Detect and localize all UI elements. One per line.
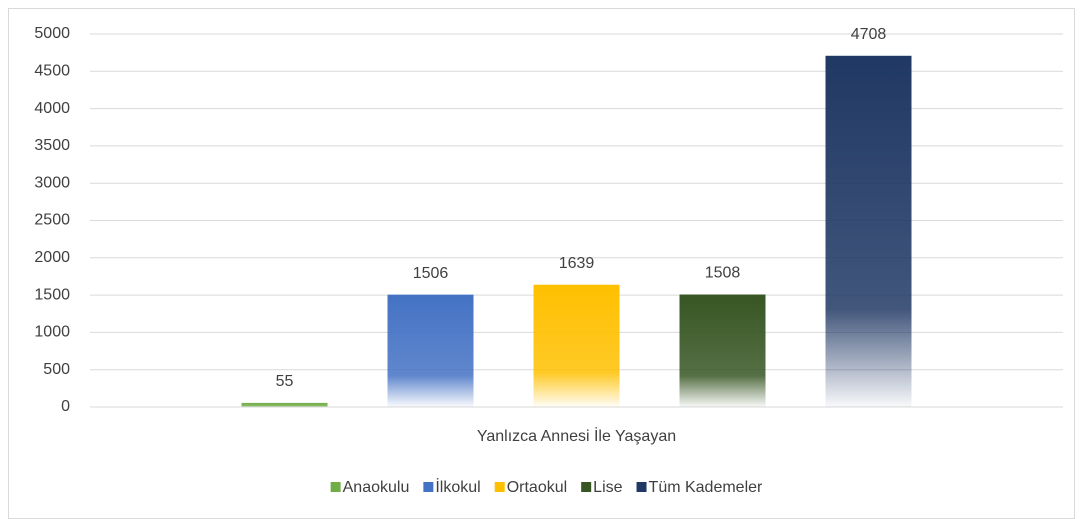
- bar: [679, 294, 766, 407]
- bar: [241, 402, 328, 407]
- legend: Anaokulu İlkokul Ortaokul Lise Tüm Kademeler: [330, 477, 763, 496]
- bar: [533, 284, 620, 407]
- y-tick-label: 3500: [34, 137, 70, 154]
- y-tick-label: 5000: [34, 25, 70, 42]
- legend-label: Ortaokul: [507, 479, 567, 496]
- y-tick-label: 0: [61, 398, 70, 415]
- data-label: 55: [276, 373, 294, 390]
- legend-label: Anaokulu: [343, 479, 410, 496]
- y-tick-label: 2000: [34, 249, 70, 266]
- data-label: 4708: [851, 26, 887, 43]
- bar: [387, 294, 474, 407]
- legend-label: Lise: [593, 479, 622, 496]
- data-label: 1508: [705, 265, 741, 282]
- bar: [825, 55, 912, 407]
- legend-swatch: [581, 482, 592, 492]
- legend-swatch: [636, 482, 647, 492]
- legend-swatch: [423, 482, 434, 492]
- y-tick-label: 3000: [34, 174, 70, 191]
- y-tick-label: 4500: [34, 63, 70, 80]
- legend-swatch: [330, 482, 341, 492]
- y-tick-label: 1000: [34, 324, 70, 341]
- y-tick-label: 2500: [34, 212, 70, 229]
- y-tick-label: 1500: [34, 286, 70, 303]
- data-label: 1639: [559, 255, 595, 272]
- x-tick-label: Yanlızca Annesi İle Yaşayan: [477, 426, 676, 445]
- legend-swatch: [494, 482, 505, 492]
- y-tick-label: 500: [43, 361, 70, 378]
- legend-label: İlkokul: [435, 477, 480, 496]
- legend-label: Tüm Kademeler: [649, 479, 763, 496]
- data-label: 1506: [413, 265, 449, 282]
- y-tick-label: 4000: [34, 100, 70, 117]
